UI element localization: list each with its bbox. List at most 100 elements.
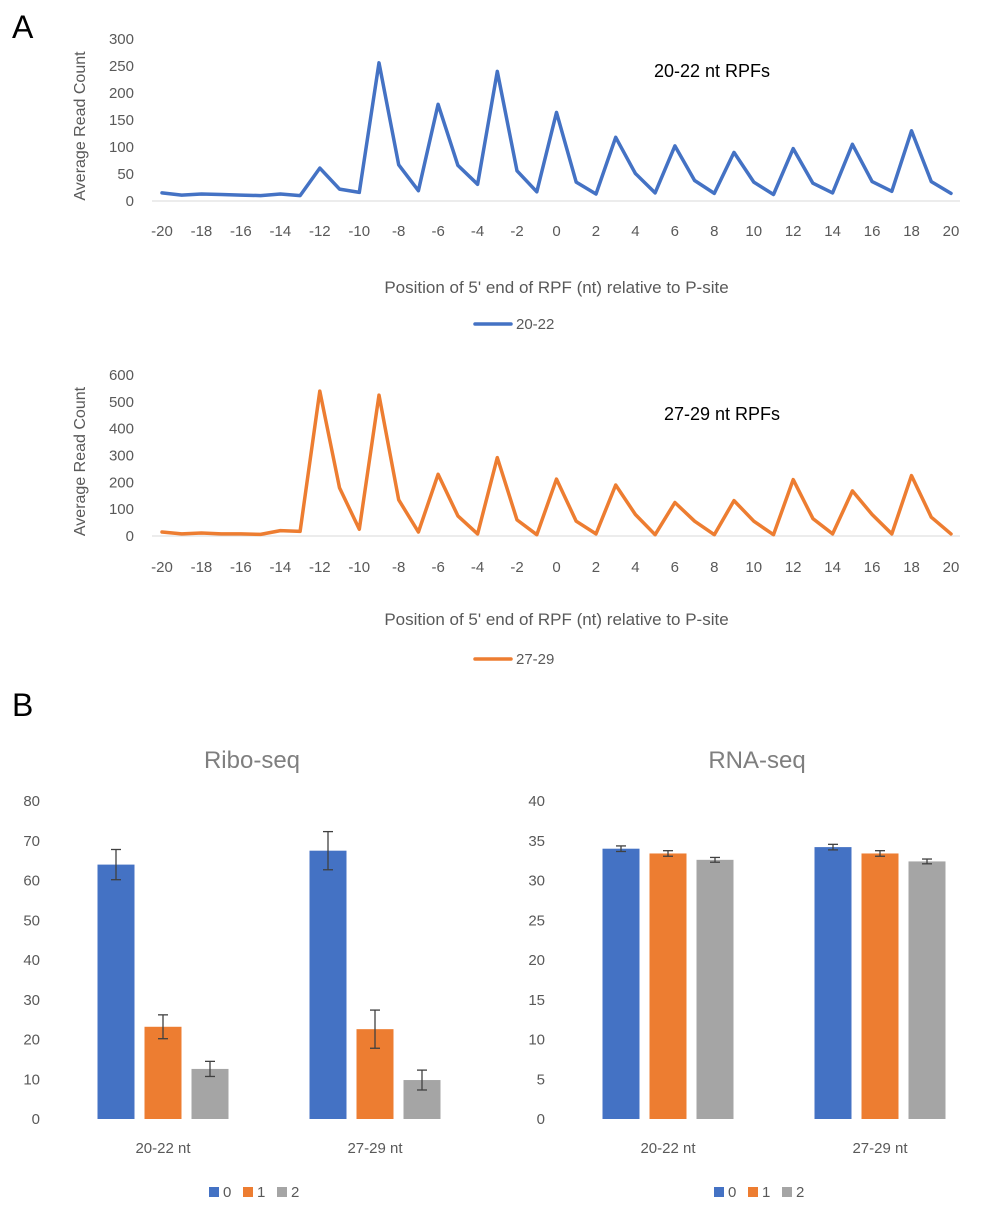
x-tick-label: 18 xyxy=(903,559,920,576)
bar xyxy=(309,850,347,1119)
y-tick-label: 5 xyxy=(537,1071,545,1088)
legend-label: 27-29 xyxy=(516,651,554,668)
y-tick-label: 40 xyxy=(23,952,40,969)
x-tick-label: -2 xyxy=(510,559,523,576)
x-tick-label: 12 xyxy=(785,559,802,576)
bar xyxy=(602,848,640,1119)
legend-label: 20-22 xyxy=(516,316,554,333)
legend-swatch xyxy=(209,1187,219,1197)
y-tick-label: 300 xyxy=(109,448,134,465)
x-axis-label: Position of 5' end of RPF (nt) relative … xyxy=(384,278,728,297)
legend-swatch xyxy=(748,1187,758,1197)
x-tick-label: -16 xyxy=(230,559,252,576)
x-tick-label: -10 xyxy=(348,223,370,240)
y-tick-label: 20 xyxy=(23,1032,40,1049)
bar xyxy=(696,859,734,1119)
x-tick-label: -14 xyxy=(270,223,292,240)
y-tick-label: 0 xyxy=(126,193,134,210)
y-tick-label: 150 xyxy=(109,112,134,129)
x-tick-label: -10 xyxy=(348,559,370,576)
bar xyxy=(908,861,946,1119)
x-tick-label: 16 xyxy=(864,223,881,240)
x-tick-label: -14 xyxy=(270,559,292,576)
y-tick-label: 50 xyxy=(23,912,40,929)
y-tick-label: 600 xyxy=(109,367,134,384)
category-label: 20-22 nt xyxy=(640,1140,696,1157)
bar xyxy=(649,853,687,1119)
legend-label: 2 xyxy=(291,1184,299,1201)
x-tick-label: 8 xyxy=(710,223,718,240)
bar-chart-rna-seq: RNA-seq 0 5 10 15 20 25 30 35 40 20-22 nt 27-29 nt 0… xyxy=(528,747,946,1201)
bar xyxy=(814,847,852,1119)
x-tick-label: 0 xyxy=(552,559,560,576)
bar xyxy=(97,864,135,1119)
x-tick-label: 14 xyxy=(824,559,841,576)
x-tick-label: 6 xyxy=(671,559,679,576)
chart-title: RNA-seq xyxy=(708,747,805,774)
y-tick-label: 200 xyxy=(109,85,134,102)
chart-title: 20-22 nt RPFs xyxy=(654,61,770,81)
x-tick-label: -18 xyxy=(191,223,213,240)
category-label: 27-29 nt xyxy=(347,1140,403,1157)
x-tick-label: 16 xyxy=(864,559,881,576)
legend-swatch xyxy=(243,1187,253,1197)
y-tick-label: 250 xyxy=(109,58,134,75)
chart-title: Ribo-seq xyxy=(204,747,300,774)
y-tick-label: 50 xyxy=(117,166,134,183)
y-tick-label: 400 xyxy=(109,421,134,438)
category-label: 27-29 nt xyxy=(852,1140,908,1157)
x-tick-label: -12 xyxy=(309,223,331,240)
y-axis-label: Average Read Count xyxy=(72,386,89,536)
legend-swatch xyxy=(277,1187,287,1197)
y-tick-label: 300 xyxy=(109,31,134,48)
y-tick-label: 20 xyxy=(528,952,545,969)
x-tick-label: 6 xyxy=(671,223,679,240)
x-tick-label: -8 xyxy=(392,559,405,576)
x-tick-label: -2 xyxy=(510,223,523,240)
y-tick-label: 10 xyxy=(23,1071,40,1088)
legend-swatch xyxy=(782,1187,792,1197)
y-tick-label: 0 xyxy=(32,1111,40,1128)
x-tick-label: 14 xyxy=(824,223,841,240)
y-tick-label: 40 xyxy=(528,793,545,810)
y-tick-label: 0 xyxy=(126,528,134,545)
legend-label: 2 xyxy=(796,1184,804,1201)
x-tick-label: -20 xyxy=(151,559,173,576)
x-tick-label: -20 xyxy=(151,223,173,240)
x-tick-label: 20 xyxy=(943,223,960,240)
chart-title: 27-29 nt RPFs xyxy=(664,404,780,424)
bar xyxy=(861,853,899,1119)
y-tick-label: 30 xyxy=(23,992,40,1009)
x-tick-label: 10 xyxy=(745,223,762,240)
y-tick-label: 100 xyxy=(109,139,134,156)
x-axis-label: Position of 5' end of RPF (nt) relative … xyxy=(384,610,728,629)
x-tick-label: 2 xyxy=(592,559,600,576)
x-tick-label: 10 xyxy=(745,559,762,576)
series-line xyxy=(160,61,953,198)
bar xyxy=(144,1026,182,1119)
y-tick-label: 0 xyxy=(537,1111,545,1128)
legend-label: 1 xyxy=(257,1184,265,1201)
series-line xyxy=(160,389,953,537)
x-tick-label: 18 xyxy=(903,223,920,240)
y-tick-label: 80 xyxy=(23,793,40,810)
y-tick-label: 60 xyxy=(23,873,40,890)
x-tick-label: 20 xyxy=(943,559,960,576)
x-tick-label: 12 xyxy=(785,223,802,240)
x-tick-label: -6 xyxy=(431,223,444,240)
x-tick-label: -8 xyxy=(392,223,405,240)
x-tick-label: -12 xyxy=(309,559,331,576)
panel-label-a: A xyxy=(12,9,34,45)
x-tick-label: -4 xyxy=(471,223,484,240)
line-chart-20-22: 0 50 100 150 200 250 300 -20 -18 -16 -14 -12 -10 -8 -6… xyxy=(72,31,960,333)
x-tick-label: 8 xyxy=(710,559,718,576)
y-tick-label: 500 xyxy=(109,394,134,411)
y-tick-label: 200 xyxy=(109,474,134,491)
x-tick-label: -6 xyxy=(431,559,444,576)
y-tick-label: 30 xyxy=(528,873,545,890)
y-tick-label: 35 xyxy=(528,833,545,850)
x-tick-label: -16 xyxy=(230,223,252,240)
